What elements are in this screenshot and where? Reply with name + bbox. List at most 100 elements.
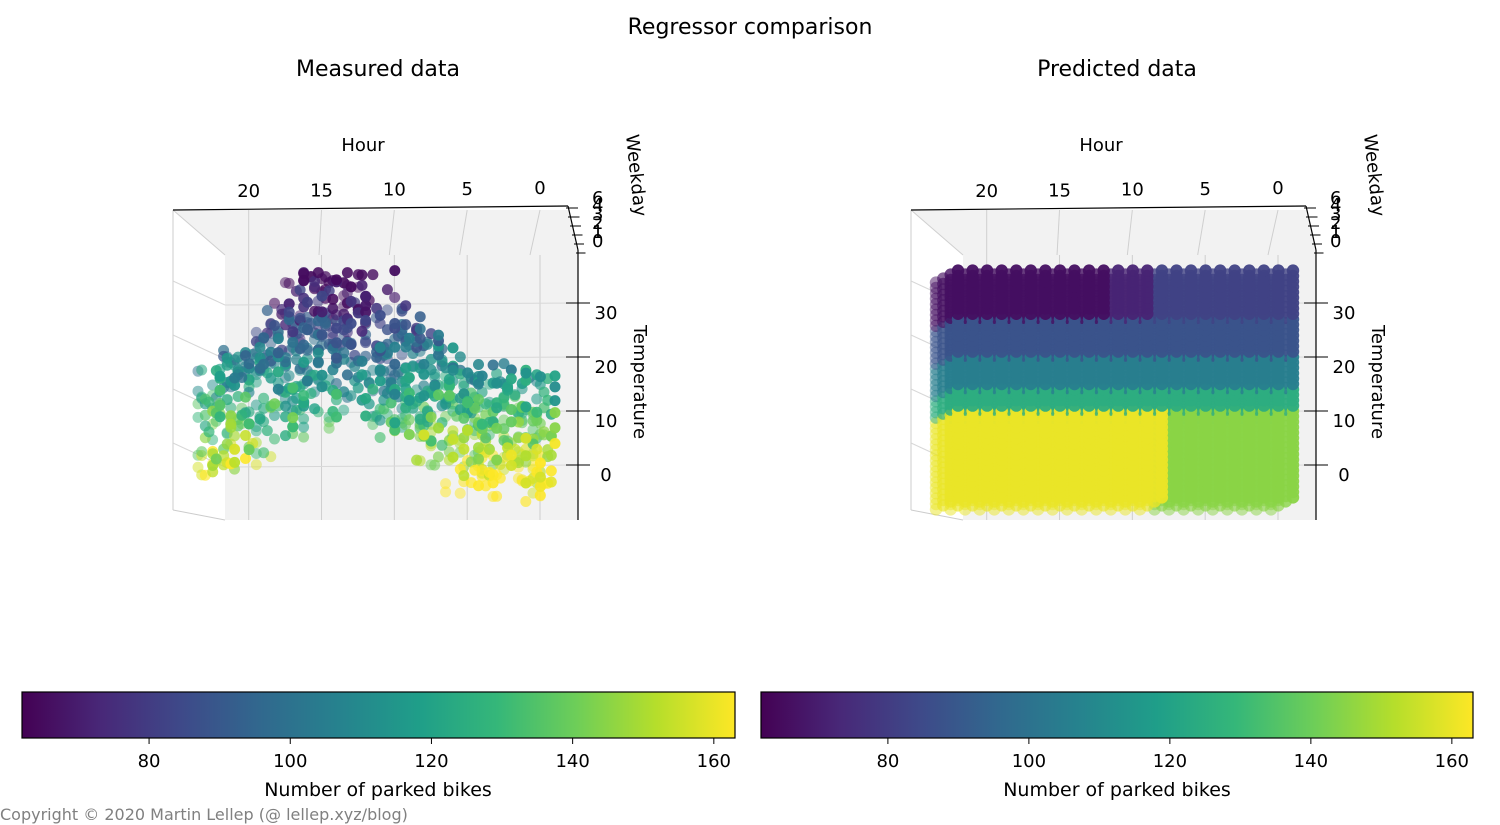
x-axis-line	[910, 205, 1307, 211]
data-point	[1097, 264, 1110, 277]
data-point	[287, 420, 299, 432]
data-point	[360, 306, 372, 318]
data-point	[243, 358, 255, 370]
data-point	[225, 410, 237, 422]
data-point	[462, 424, 474, 436]
data-point	[549, 381, 561, 393]
data-point	[531, 414, 543, 426]
data-point	[298, 356, 310, 368]
colorbar-tick-label: 160	[697, 751, 731, 772]
data-point	[433, 422, 444, 434]
data-point	[360, 337, 372, 349]
data-point	[473, 394, 484, 405]
data-point	[356, 279, 368, 291]
data-point	[196, 364, 208, 376]
data-point	[473, 442, 484, 454]
data-point	[1112, 264, 1125, 277]
data-point	[447, 451, 459, 463]
data-point	[454, 351, 466, 363]
data-point	[331, 388, 342, 400]
data-point	[443, 373, 455, 385]
data-point	[1170, 264, 1183, 277]
data-point	[491, 377, 503, 389]
data-point	[1053, 264, 1067, 277]
data-point	[316, 306, 328, 318]
data-point	[414, 413, 426, 425]
data-point	[462, 367, 474, 379]
data-point	[312, 347, 324, 359]
grid-line	[172, 334, 226, 360]
data-point	[433, 389, 444, 401]
data-point	[272, 347, 284, 359]
data-point	[447, 342, 459, 354]
data-point	[323, 422, 335, 434]
data-point	[261, 305, 273, 316]
grid-line	[318, 209, 323, 256]
data-point	[301, 324, 313, 336]
x-tick-label: 20	[237, 181, 260, 202]
data-point	[258, 392, 270, 404]
data-point	[272, 383, 284, 395]
x-tick-label: 10	[383, 180, 406, 201]
data-point	[345, 318, 357, 329]
z-tick-label: 0	[600, 465, 611, 486]
data-point	[447, 425, 459, 437]
y-tick-label: 0	[592, 231, 603, 252]
data-point	[301, 375, 313, 387]
y-tick-label: 4	[592, 195, 603, 216]
data-point	[1010, 264, 1023, 277]
data-point	[534, 481, 546, 492]
data-point	[549, 370, 561, 382]
data-point	[458, 443, 470, 455]
data-point	[418, 368, 430, 380]
data-point	[549, 395, 561, 407]
data-point	[272, 366, 284, 378]
y-tick-label: 2	[592, 213, 603, 234]
data-point	[505, 416, 517, 428]
grid-line	[529, 209, 541, 256]
data-point	[520, 367, 532, 379]
data-point	[221, 352, 233, 364]
z-tick-label: 20	[595, 357, 618, 378]
data-point	[440, 478, 452, 490]
data-point	[229, 430, 240, 442]
data-point	[1228, 264, 1241, 277]
data-point	[469, 464, 481, 476]
data-point	[487, 469, 499, 481]
data-point	[480, 432, 492, 444]
data-point	[429, 380, 441, 392]
y-tick-label: 3	[592, 204, 603, 225]
grid-line	[388, 209, 395, 256]
data-point	[283, 298, 295, 310]
y-tick-label: 6	[592, 188, 603, 209]
data-point	[283, 277, 295, 289]
data-point	[374, 342, 386, 354]
data-point	[341, 267, 353, 279]
data-point	[476, 418, 488, 430]
data-point	[280, 400, 291, 412]
data-point	[309, 275, 321, 287]
y-tick-label: 1	[592, 222, 603, 243]
data-point	[1155, 264, 1169, 277]
data-point	[258, 358, 270, 370]
data-point	[356, 269, 368, 281]
data-point	[360, 315, 372, 326]
data-point	[520, 450, 532, 462]
z-tick-label: 30	[595, 303, 618, 324]
data-point	[287, 382, 299, 394]
data-point	[414, 332, 426, 344]
data-point	[483, 443, 495, 455]
data-point	[487, 359, 499, 371]
data-point	[473, 480, 484, 492]
data-point	[1199, 264, 1212, 277]
data-point	[1272, 264, 1285, 277]
data-point	[269, 320, 281, 331]
data-point	[389, 417, 401, 429]
data-point	[498, 358, 510, 370]
data-point	[531, 443, 543, 455]
data-point	[1141, 264, 1154, 277]
grid-line	[1056, 209, 1061, 256]
data-point	[374, 317, 386, 329]
data-point	[1068, 264, 1081, 277]
